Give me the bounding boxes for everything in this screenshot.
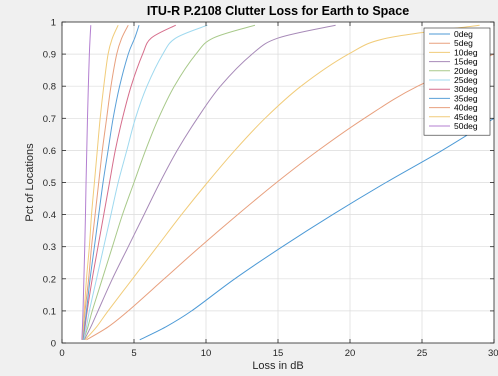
axis-ticks: 0 5 10 15 20 25 30 0 0.1 0.2 0.3 0.4 0.5 0.6 0.7 0.8 0.9… — [43, 18, 498, 360]
grid — [62, 22, 494, 343]
y-tick-label: 0.9 — [43, 50, 56, 61]
x-tick-label: 25 — [417, 348, 428, 359]
legend-entry: 15deg — [454, 57, 478, 67]
x-axis-label: Loss in dB — [252, 360, 303, 372]
y-tick-label: 0.3 — [43, 242, 56, 253]
series-line-5deg — [86, 53, 494, 341]
x-tick-label: 10 — [201, 348, 212, 359]
legend-entry: 50deg — [454, 121, 478, 131]
x-tick-label: 0 — [59, 348, 64, 359]
legend-entry: 25deg — [454, 75, 478, 85]
series-line-25deg — [83, 24, 208, 340]
legend-entry: 20deg — [454, 66, 478, 76]
series-line-40deg — [81, 24, 129, 340]
x-tick-label: 5 — [131, 348, 136, 359]
legend-entry: 10deg — [454, 47, 478, 57]
series-line-50deg — [81, 25, 92, 340]
legend-box — [423, 27, 491, 136]
y-axis-label: Pct of Locations — [24, 143, 36, 222]
x-tick-label: 15 — [273, 348, 284, 359]
chart-title: ITU-R P.2108 Clutter Loss for Earth to S… — [147, 4, 409, 18]
series-lines — [81, 24, 494, 341]
series-line-10deg — [84, 24, 480, 341]
series-line-15deg — [83, 24, 336, 341]
y-tick-label: 1 — [51, 18, 56, 29]
x-tick-label: 30 — [488, 348, 498, 359]
y-tick-label: 0.5 — [43, 178, 56, 189]
x-tick-label: 20 — [345, 348, 356, 359]
y-tick-label: 0.6 — [43, 146, 56, 157]
legend-entry: 40deg — [454, 103, 478, 113]
legend-entry: 0deg — [454, 29, 473, 39]
legend-entry: 5deg — [454, 38, 473, 48]
series-line-45deg — [81, 25, 119, 340]
series-line-35deg — [82, 25, 140, 340]
y-tick-label: 0.1 — [43, 306, 56, 317]
series-line-0deg — [139, 117, 494, 341]
series-line-30deg — [82, 24, 176, 340]
y-tick-label: 0.7 — [43, 114, 56, 125]
y-tick-label: 0.4 — [43, 210, 56, 221]
legend-entry: 45deg — [454, 112, 478, 122]
legend-entry: 30deg — [454, 84, 478, 94]
y-tick-label: 0.8 — [43, 82, 56, 93]
y-tick-label: 0.2 — [43, 274, 56, 285]
y-tick-label: 0 — [51, 339, 56, 350]
series-line-20deg — [83, 24, 256, 340]
legend[interactable]: 0deg5deg10deg15deg20deg25deg30deg35deg40… — [423, 27, 491, 136]
legend-entry: 35deg — [454, 93, 478, 103]
